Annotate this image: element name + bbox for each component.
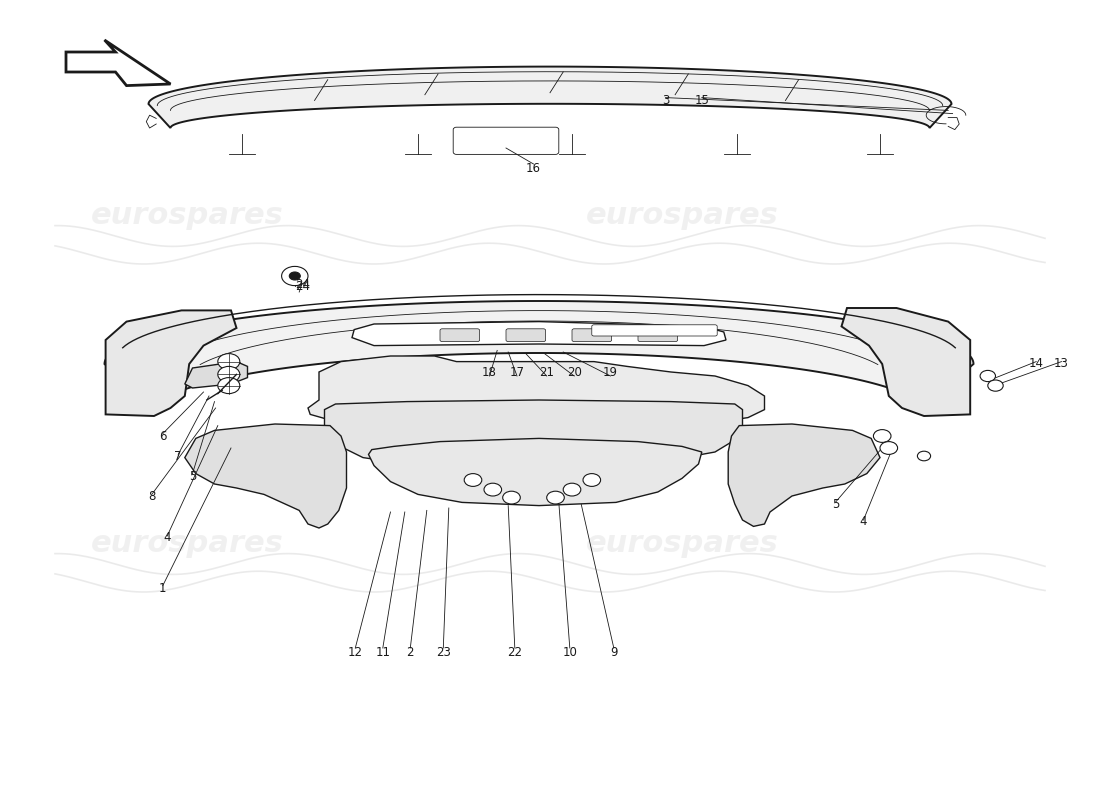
Circle shape (218, 366, 240, 382)
Text: 13: 13 (1054, 358, 1069, 370)
Circle shape (547, 491, 564, 504)
Circle shape (917, 451, 931, 461)
Circle shape (282, 266, 308, 286)
Circle shape (873, 430, 891, 442)
Text: 19: 19 (603, 366, 618, 378)
Polygon shape (185, 362, 248, 388)
Text: 20: 20 (566, 366, 582, 378)
Text: 1: 1 (160, 582, 166, 594)
Circle shape (484, 483, 502, 496)
Text: 24: 24 (295, 280, 310, 293)
Text: eurospares: eurospares (90, 530, 284, 558)
FancyBboxPatch shape (440, 329, 480, 342)
Polygon shape (185, 424, 346, 528)
Text: eurospares: eurospares (90, 202, 284, 230)
Circle shape (880, 442, 898, 454)
Text: 2: 2 (407, 646, 414, 658)
FancyBboxPatch shape (506, 329, 546, 342)
Text: 9: 9 (610, 646, 617, 658)
FancyBboxPatch shape (572, 329, 612, 342)
Polygon shape (842, 308, 970, 416)
Circle shape (583, 474, 601, 486)
Text: 16: 16 (526, 162, 541, 174)
FancyBboxPatch shape (638, 329, 678, 342)
Text: 17: 17 (509, 366, 525, 378)
Text: 4: 4 (164, 531, 170, 544)
Text: 4: 4 (860, 515, 867, 528)
Text: 5: 5 (833, 498, 839, 510)
Polygon shape (352, 322, 726, 346)
Text: 10: 10 (562, 646, 578, 658)
Text: 5: 5 (189, 470, 196, 482)
Circle shape (503, 491, 520, 504)
Polygon shape (728, 424, 880, 526)
Text: 6: 6 (160, 430, 166, 442)
Text: 8: 8 (148, 490, 155, 502)
Text: 14: 14 (1028, 358, 1044, 370)
Polygon shape (324, 400, 742, 468)
Text: 18: 18 (482, 366, 497, 378)
FancyBboxPatch shape (592, 325, 717, 336)
Text: 23: 23 (436, 646, 451, 658)
Text: eurospares: eurospares (585, 202, 779, 230)
Text: 7: 7 (175, 450, 182, 462)
Polygon shape (148, 66, 952, 128)
Text: eurospares: eurospares (585, 530, 779, 558)
Text: 21: 21 (539, 366, 554, 378)
Text: 24: 24 (295, 278, 310, 290)
Polygon shape (66, 40, 170, 86)
Circle shape (289, 272, 300, 280)
Polygon shape (106, 310, 236, 416)
Circle shape (988, 380, 1003, 391)
Text: 22: 22 (507, 646, 522, 658)
Polygon shape (308, 356, 764, 428)
FancyBboxPatch shape (453, 127, 559, 154)
Circle shape (464, 474, 482, 486)
Text: 3: 3 (662, 94, 669, 106)
Text: 11: 11 (375, 646, 390, 658)
Circle shape (980, 370, 996, 382)
Circle shape (218, 354, 240, 370)
Circle shape (563, 483, 581, 496)
Text: 12: 12 (348, 646, 363, 658)
Polygon shape (368, 438, 702, 506)
Text: 15: 15 (694, 94, 710, 106)
Circle shape (218, 378, 240, 394)
Polygon shape (104, 301, 974, 406)
